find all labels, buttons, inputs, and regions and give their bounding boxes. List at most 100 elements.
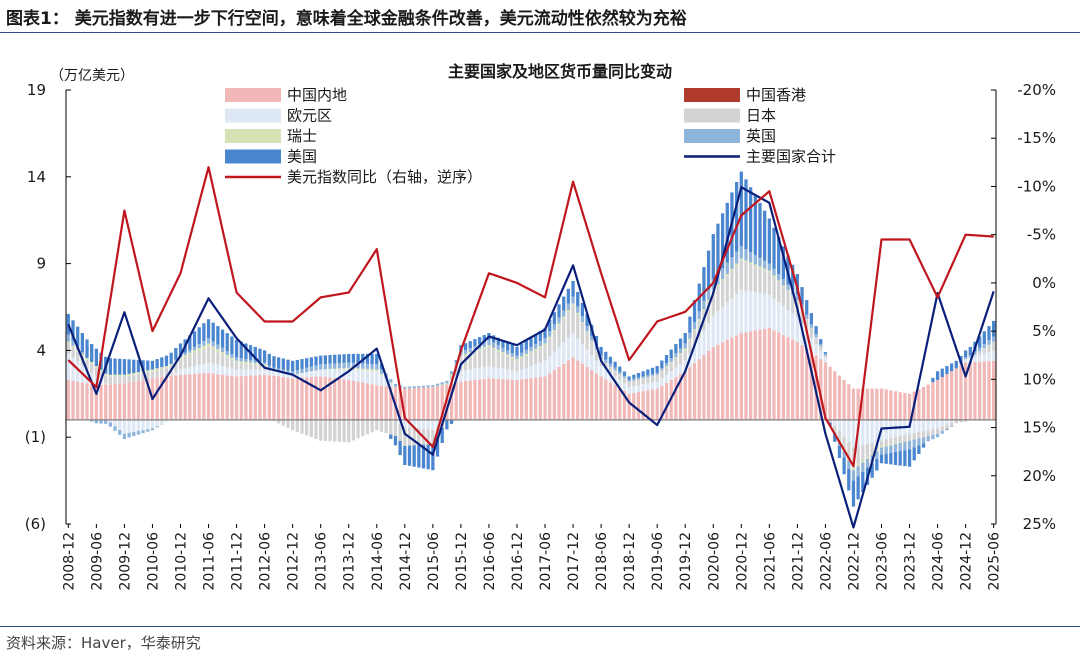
line-layer bbox=[67, 166, 995, 529]
bar-segment bbox=[702, 355, 706, 420]
bar-segment bbox=[337, 419, 342, 442]
bar-segment bbox=[865, 444, 870, 458]
y-tick-label: 19 bbox=[27, 81, 46, 99]
bar-segment bbox=[692, 322, 697, 329]
bar-segment bbox=[837, 431, 842, 441]
bar-segment bbox=[146, 419, 150, 430]
bar-segment bbox=[772, 330, 776, 420]
bar-segment bbox=[987, 361, 991, 420]
bar-segment bbox=[884, 439, 888, 446]
bar-segment bbox=[678, 348, 683, 353]
bar-segment bbox=[749, 331, 753, 420]
bar-segment bbox=[309, 357, 313, 367]
bar-segment bbox=[847, 460, 851, 470]
bar-segment bbox=[169, 375, 173, 420]
bar-segment bbox=[884, 445, 888, 447]
bar-segment bbox=[753, 195, 757, 255]
bar-segment bbox=[122, 383, 127, 420]
legend-item: 瑞士 bbox=[225, 127, 317, 145]
bar-segment bbox=[734, 265, 739, 294]
bar-segment bbox=[692, 345, 697, 364]
bar-segment bbox=[529, 337, 533, 347]
bar-segment bbox=[463, 350, 468, 354]
bar-segment bbox=[646, 377, 650, 384]
bar-segment bbox=[613, 385, 617, 420]
bar-segment bbox=[777, 281, 781, 303]
bar-segment bbox=[202, 341, 206, 346]
bar-segment bbox=[585, 331, 589, 333]
bar-segment bbox=[678, 338, 683, 349]
bar-segment bbox=[973, 354, 977, 357]
bar-segment bbox=[421, 387, 426, 420]
legend-label: 美国 bbox=[287, 148, 317, 166]
bar-segment bbox=[632, 385, 636, 393]
bar-segment bbox=[370, 369, 374, 371]
bar-segment bbox=[132, 372, 136, 375]
bar-segment bbox=[347, 367, 351, 370]
bar-segment bbox=[921, 431, 926, 438]
bar-segment bbox=[248, 359, 253, 363]
bar-segment bbox=[473, 368, 477, 380]
bar-segment bbox=[305, 372, 309, 378]
bar-segment bbox=[524, 340, 528, 350]
bar-segment bbox=[319, 355, 323, 365]
legend-label: 中国香港 bbox=[746, 86, 806, 104]
bar-segment bbox=[912, 439, 916, 448]
y2-tick-label: 5% bbox=[1032, 322, 1056, 340]
bar-segment bbox=[94, 385, 99, 420]
bar-segment bbox=[678, 354, 683, 365]
bar-segment bbox=[281, 372, 285, 378]
bar-segment bbox=[393, 386, 398, 388]
bar-segment bbox=[337, 369, 342, 379]
bar-segment bbox=[884, 389, 888, 420]
bar-segment bbox=[959, 419, 963, 423]
bar-segment bbox=[449, 371, 454, 375]
legend-swatch bbox=[684, 129, 740, 143]
bar-segment bbox=[323, 355, 328, 364]
bar-segment bbox=[711, 234, 715, 280]
bar-segment bbox=[566, 311, 571, 338]
bar-segment bbox=[230, 357, 234, 360]
bar-segment bbox=[183, 355, 187, 358]
bar-segment bbox=[136, 380, 141, 420]
y2-tick-label: 10% bbox=[1023, 370, 1056, 388]
bar-segment bbox=[674, 367, 678, 378]
bar-segment bbox=[85, 383, 89, 420]
bar-segment bbox=[805, 300, 809, 315]
bar-segment bbox=[426, 387, 430, 420]
bar-segment bbox=[608, 363, 613, 367]
bar-segment bbox=[501, 353, 505, 369]
bar-segment bbox=[482, 348, 486, 367]
bar-segment bbox=[599, 376, 603, 420]
legend-label: 欧元区 bbox=[287, 107, 332, 125]
bar-segment bbox=[627, 393, 631, 420]
bar-segment bbox=[155, 419, 159, 427]
bar-segment bbox=[473, 346, 477, 351]
bar-segment bbox=[828, 420, 832, 423]
bar-segment bbox=[949, 371, 954, 420]
bar-segment bbox=[655, 372, 659, 375]
bar-segment bbox=[683, 360, 687, 372]
bar-segment bbox=[884, 419, 888, 440]
bar-segment bbox=[146, 429, 150, 432]
bar-segment bbox=[978, 354, 982, 362]
bar-segment bbox=[926, 419, 930, 431]
bar-segment bbox=[281, 419, 285, 426]
bar-segment bbox=[248, 369, 253, 376]
bar-segment bbox=[356, 363, 360, 369]
bar-segment bbox=[314, 370, 318, 377]
legend-swatch bbox=[225, 108, 281, 123]
bar-segment bbox=[342, 354, 346, 363]
bar-segment bbox=[164, 376, 169, 420]
bar-segment bbox=[496, 337, 500, 346]
bar-segment bbox=[300, 372, 304, 378]
bar-segment bbox=[262, 369, 267, 375]
bar-segment bbox=[361, 370, 365, 383]
bar-segment bbox=[482, 335, 486, 343]
bar-segment bbox=[870, 442, 874, 454]
bar-segment bbox=[108, 358, 113, 375]
bar-segment bbox=[697, 319, 701, 321]
bar-segment bbox=[837, 445, 842, 459]
bar-segment bbox=[272, 375, 276, 420]
bar-segment bbox=[590, 341, 594, 356]
